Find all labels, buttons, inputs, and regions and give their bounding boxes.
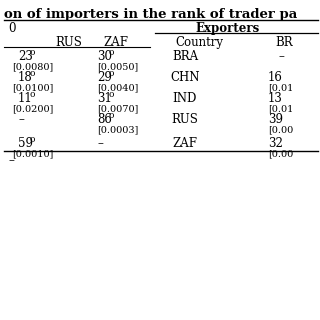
Text: 86: 86	[97, 113, 112, 126]
Text: o: o	[108, 90, 114, 99]
Text: –: –	[18, 113, 24, 126]
Text: RUS: RUS	[172, 113, 198, 126]
Text: [0.0200]: [0.0200]	[12, 104, 53, 113]
Text: o: o	[30, 90, 35, 99]
Text: 11: 11	[18, 92, 33, 105]
Text: Exporters: Exporters	[196, 22, 260, 35]
Text: 13: 13	[268, 92, 283, 105]
Text: [0.0080]: [0.0080]	[12, 62, 53, 71]
Text: 23: 23	[18, 50, 33, 63]
Text: 29: 29	[97, 71, 112, 84]
Text: 30: 30	[97, 50, 112, 63]
Text: RUS: RUS	[55, 36, 82, 49]
Text: BRA: BRA	[172, 50, 198, 63]
Text: –: –	[8, 154, 14, 167]
Text: [0.0050]: [0.0050]	[97, 62, 138, 71]
Text: IND: IND	[173, 92, 197, 105]
Text: 39: 39	[268, 113, 283, 126]
Text: o: o	[30, 135, 35, 144]
Text: [0.01: [0.01	[268, 83, 293, 92]
Text: Country: Country	[175, 36, 223, 49]
Text: 18: 18	[18, 71, 33, 84]
Text: [0.00: [0.00	[268, 149, 293, 158]
Text: –: –	[97, 137, 103, 150]
Text: ZAF: ZAF	[172, 137, 197, 150]
Text: 16: 16	[268, 71, 283, 84]
Text: CHN: CHN	[170, 71, 200, 84]
Text: ZAF: ZAF	[103, 36, 128, 49]
Text: [0.01: [0.01	[268, 104, 293, 113]
Text: o: o	[108, 111, 114, 120]
Text: o: o	[108, 48, 114, 57]
Text: [0.0040]: [0.0040]	[97, 83, 138, 92]
Text: –: –	[278, 50, 284, 63]
Text: [0.0010]: [0.0010]	[12, 149, 53, 158]
Text: [0.0070]: [0.0070]	[97, 104, 138, 113]
Text: on of importers in the rank of trader pa: on of importers in the rank of trader pa	[4, 8, 297, 21]
Text: o: o	[30, 48, 35, 57]
Text: 59: 59	[18, 137, 33, 150]
Text: [0.0003]: [0.0003]	[97, 125, 138, 134]
Text: [0.0100]: [0.0100]	[12, 83, 53, 92]
Text: [0.00: [0.00	[268, 125, 293, 134]
Text: BR: BR	[275, 36, 292, 49]
Text: 31: 31	[97, 92, 112, 105]
Text: 0: 0	[8, 22, 15, 35]
Text: 32: 32	[268, 137, 283, 150]
Text: o: o	[108, 69, 114, 78]
Text: o: o	[30, 69, 35, 78]
